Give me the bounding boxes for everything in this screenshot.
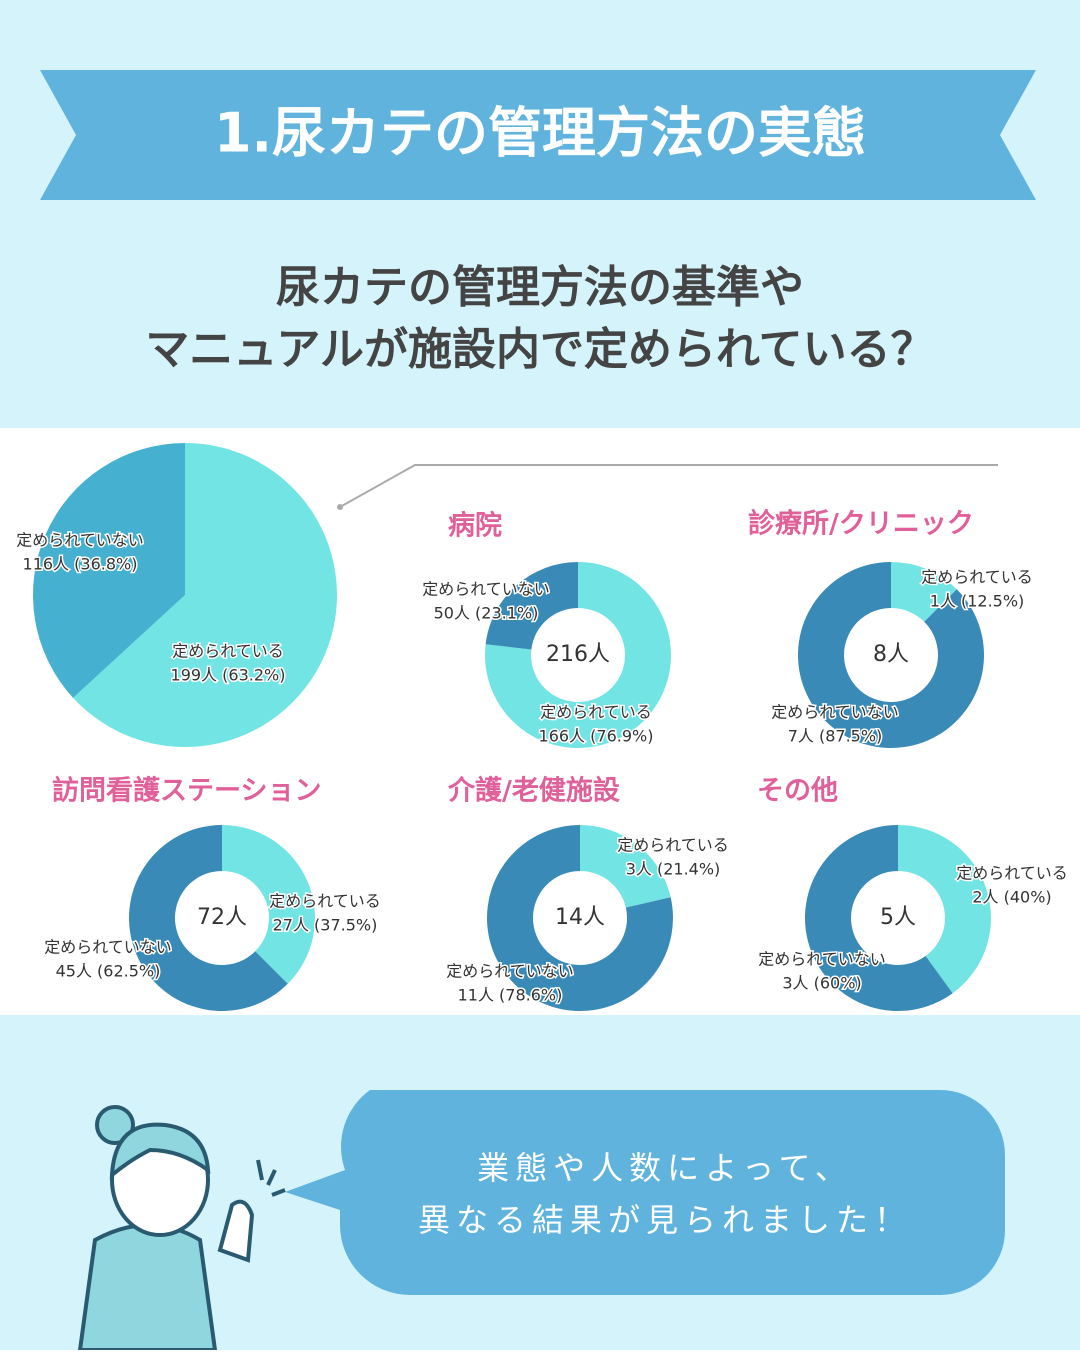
pie-slice	[898, 825, 991, 994]
speech-line: 異なる結果が見られました！	[418, 1201, 912, 1239]
center-label: 5人	[880, 905, 916, 930]
charts: 定められている 199人 (63.2%) 定められていない 116人 (36.8%) 病…	[15, 442, 1069, 1012]
slice-value-label: 7人 (87.5%)	[788, 727, 883, 746]
slice-value-label: 3人 (60%)	[782, 974, 861, 993]
slice-category: 定められている	[172, 642, 284, 661]
slice-category: 定められている	[617, 836, 729, 855]
slice-value-label: 2人 (40%)	[972, 888, 1051, 907]
pie-slice	[128, 825, 288, 1011]
pie-slice	[580, 825, 671, 908]
speech-line: 業態や人数によって、	[477, 1149, 853, 1187]
slice-category: 定められている	[956, 864, 1068, 883]
slice-value-label: 116人 (36.8%)	[23, 555, 138, 574]
pie-slice	[33, 442, 185, 698]
slice-category: 定められていない	[771, 703, 899, 722]
chart-title: 介護/老健施設	[447, 775, 621, 807]
center-label: 14人	[555, 905, 605, 930]
pie-slice	[487, 825, 673, 1011]
slice-value-label: 166人 (76.9%)	[539, 727, 654, 746]
slice-value-label: 27人 (37.5%)	[273, 916, 378, 935]
connector-dot	[337, 504, 343, 510]
question-line: 尿カテの管理方法の基準や	[276, 262, 804, 313]
chart-title: その他	[757, 776, 838, 807]
center-label: 72人	[197, 905, 247, 930]
chart-title: 診療所/クリニック	[748, 508, 974, 540]
slice-value-label: 1人 (12.5%)	[930, 592, 1025, 611]
center-label: 216人	[546, 642, 610, 667]
connector	[339, 464, 998, 508]
center-label: 8人	[873, 642, 909, 667]
pie-slice	[891, 562, 957, 622]
slice-category: 定められていない	[44, 938, 172, 957]
question-line: マニュアルが施設内で定められている？	[145, 324, 934, 375]
slice-category: 定められていない	[758, 950, 886, 969]
pie-slice	[804, 825, 953, 1012]
chart-title: 病院	[448, 510, 502, 542]
pie-slice	[797, 562, 984, 748]
slice-category: 定められていない	[422, 580, 550, 599]
banner-title: 1.尿カテの管理方法の実態	[214, 102, 866, 165]
speech-bubble	[285, 1090, 1005, 1295]
slice-category: 定められている	[269, 892, 381, 911]
slice-category: 定められている	[921, 568, 1033, 587]
slice-value-label: 199人 (63.2%)	[171, 666, 286, 685]
pie-slice	[485, 562, 671, 748]
pie-slice	[73, 443, 338, 747]
banner	[40, 70, 1036, 200]
nurse-illustration	[77, 1105, 286, 1352]
chart-title: 訪問看護ステーション	[52, 775, 321, 807]
slice-value-label: 11人 (78.6%)	[458, 986, 563, 1005]
pie-slice	[485, 562, 578, 650]
slice-category: 定められている	[540, 703, 652, 722]
slice-category: 定められていない	[16, 531, 144, 550]
pie-slice	[222, 825, 315, 984]
slice-category: 定められていない	[446, 962, 574, 981]
slice-value-label: 45人 (62.5%)	[56, 962, 161, 981]
slice-value-label: 3人 (21.4%)	[626, 860, 721, 879]
slice-value-label: 50人 (23.1%)	[434, 604, 539, 623]
